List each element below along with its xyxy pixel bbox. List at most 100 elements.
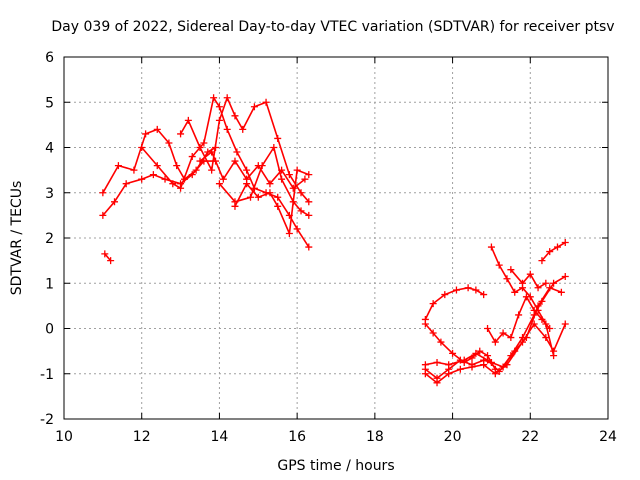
series-trace bbox=[510, 268, 547, 289]
data-point bbox=[293, 225, 301, 233]
series-d bbox=[138, 94, 313, 251]
data-point bbox=[421, 370, 429, 378]
data-point bbox=[231, 112, 239, 120]
x-tick-label: 22 bbox=[521, 429, 539, 445]
data-point bbox=[480, 361, 488, 369]
y-tick-label: 1 bbox=[45, 276, 54, 292]
data-point bbox=[519, 338, 527, 346]
data-point bbox=[421, 320, 429, 328]
data-series bbox=[99, 94, 569, 387]
y-tick-label: 0 bbox=[45, 322, 54, 338]
data-point bbox=[153, 125, 161, 133]
data-point bbox=[546, 325, 554, 332]
data-point bbox=[192, 166, 200, 174]
data-point bbox=[153, 162, 161, 170]
data-point bbox=[223, 94, 231, 102]
data-point bbox=[538, 315, 546, 323]
series-trace bbox=[179, 96, 310, 203]
data-point bbox=[468, 354, 476, 362]
series-o bbox=[484, 293, 554, 346]
data-point bbox=[495, 261, 503, 269]
data-point bbox=[200, 139, 208, 147]
data-point bbox=[215, 103, 223, 111]
data-point bbox=[107, 257, 115, 265]
data-point bbox=[468, 363, 476, 371]
data-point bbox=[101, 250, 109, 258]
series-h bbox=[231, 166, 313, 237]
data-point bbox=[270, 144, 278, 151]
data-point bbox=[266, 189, 274, 197]
data-point bbox=[138, 175, 146, 183]
data-point bbox=[250, 103, 258, 111]
data-point bbox=[223, 125, 231, 133]
data-point bbox=[561, 239, 569, 247]
x-tick-label: 18 bbox=[366, 429, 384, 445]
data-point bbox=[519, 279, 527, 287]
data-point bbox=[215, 180, 223, 188]
y-tick-label: 5 bbox=[45, 95, 54, 111]
data-point bbox=[258, 162, 266, 170]
series-a bbox=[101, 250, 115, 265]
data-point bbox=[437, 338, 445, 346]
x-tick-label: 20 bbox=[444, 429, 462, 445]
data-point bbox=[542, 279, 550, 287]
data-point bbox=[429, 329, 437, 337]
data-point bbox=[285, 229, 293, 237]
data-point bbox=[208, 148, 216, 156]
data-point bbox=[476, 347, 484, 355]
data-point bbox=[219, 175, 227, 183]
data-point bbox=[503, 275, 511, 283]
data-point bbox=[511, 288, 519, 296]
data-point bbox=[262, 98, 270, 106]
data-point bbox=[305, 211, 313, 219]
data-point bbox=[254, 193, 262, 201]
data-point bbox=[499, 329, 507, 337]
data-point bbox=[452, 286, 460, 294]
y-tick-label: 3 bbox=[45, 186, 54, 202]
data-point bbox=[433, 358, 441, 366]
data-point bbox=[538, 257, 546, 265]
data-point bbox=[122, 180, 130, 188]
data-point bbox=[274, 202, 282, 210]
y-axis-label: SDTVAR / TECUs bbox=[9, 181, 25, 296]
series-i bbox=[421, 284, 488, 323]
data-point bbox=[215, 116, 223, 124]
data-point bbox=[441, 291, 449, 299]
data-point bbox=[464, 284, 472, 292]
data-point bbox=[247, 193, 255, 201]
data-point bbox=[534, 284, 542, 292]
series-trace bbox=[102, 160, 217, 217]
data-point bbox=[149, 171, 157, 179]
data-point bbox=[507, 334, 515, 342]
data-point bbox=[293, 166, 301, 174]
series-trace bbox=[199, 151, 306, 189]
data-point bbox=[111, 198, 119, 206]
series-q bbox=[507, 266, 550, 292]
series-l bbox=[421, 320, 569, 387]
data-point bbox=[530, 320, 538, 328]
data-point bbox=[550, 279, 558, 287]
grid bbox=[64, 57, 608, 419]
data-point bbox=[169, 180, 177, 188]
data-point bbox=[196, 144, 204, 151]
data-point bbox=[243, 166, 251, 174]
data-point bbox=[231, 202, 239, 210]
data-point bbox=[138, 144, 146, 151]
data-point bbox=[561, 272, 569, 280]
x-tick-label: 24 bbox=[599, 429, 617, 445]
x-tick-label: 12 bbox=[133, 429, 151, 445]
data-point bbox=[274, 134, 282, 142]
data-point bbox=[278, 175, 286, 183]
data-point bbox=[507, 266, 515, 274]
x-tick-label: 10 bbox=[55, 429, 73, 445]
series-p bbox=[538, 239, 569, 265]
data-point bbox=[526, 270, 534, 278]
data-point bbox=[161, 175, 169, 183]
data-point bbox=[546, 284, 554, 292]
data-point bbox=[297, 207, 305, 215]
data-point bbox=[210, 94, 218, 102]
y-tick-label: 6 bbox=[45, 50, 54, 66]
data-point bbox=[484, 352, 492, 360]
series-trace bbox=[541, 241, 567, 262]
